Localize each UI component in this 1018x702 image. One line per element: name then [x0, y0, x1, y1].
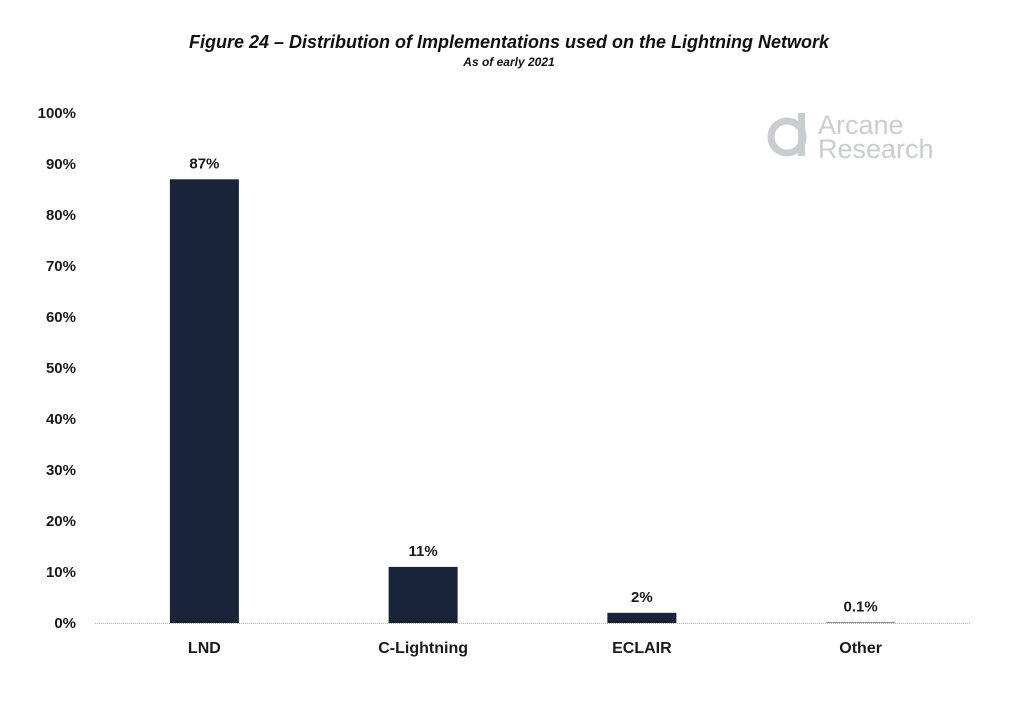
y-tick-label: 40% [46, 411, 76, 428]
data-labels: 87% 11% 2% 0.1% [189, 155, 877, 615]
y-tick-label: 100% [38, 105, 76, 122]
bars [169, 179, 896, 624]
x-tick-label: Other [839, 640, 882, 657]
data-label: 87% [189, 155, 219, 172]
y-tick-label: 70% [46, 258, 76, 275]
x-tick-label: C-Lightning [378, 640, 468, 657]
y-tick-label: 90% [46, 156, 76, 173]
watermark-line-1: Arcane [818, 110, 904, 140]
bar-other [826, 622, 896, 623]
bar-c-lightning [388, 566, 458, 623]
chart-title: Figure 24 – Distribution of Implementati… [188, 32, 830, 52]
data-label: 11% [409, 543, 438, 560]
data-label: 0.1% [844, 598, 878, 615]
arcane-research-logo-icon [767, 113, 807, 157]
y-tick-label: 0% [54, 615, 76, 632]
y-tick-label: 30% [46, 462, 76, 479]
y-tick-label: 50% [46, 360, 76, 377]
y-tick-label: 80% [46, 207, 76, 224]
y-axis-ticks: 0% 10% 20% 30% 40% 50% 60% 70% 80% 90% 100% [38, 105, 76, 632]
y-tick-label: 60% [46, 309, 76, 326]
x-tick-label: ECLAIR [612, 640, 672, 657]
data-label: 2% [631, 589, 653, 606]
chart-subtitle: As of early 2021 [463, 55, 555, 69]
bar-lnd [169, 179, 239, 624]
watermark-line-2: Research [818, 134, 934, 164]
arcane-research-watermark: Arcane Research [767, 110, 934, 164]
x-axis-ticks: LND C-Lightning ECLAIR Other [188, 640, 882, 657]
x-tick-label: LND [188, 640, 221, 657]
bar-eclair [607, 612, 677, 623]
y-tick-label: 20% [46, 513, 76, 530]
y-tick-label: 10% [46, 564, 76, 581]
